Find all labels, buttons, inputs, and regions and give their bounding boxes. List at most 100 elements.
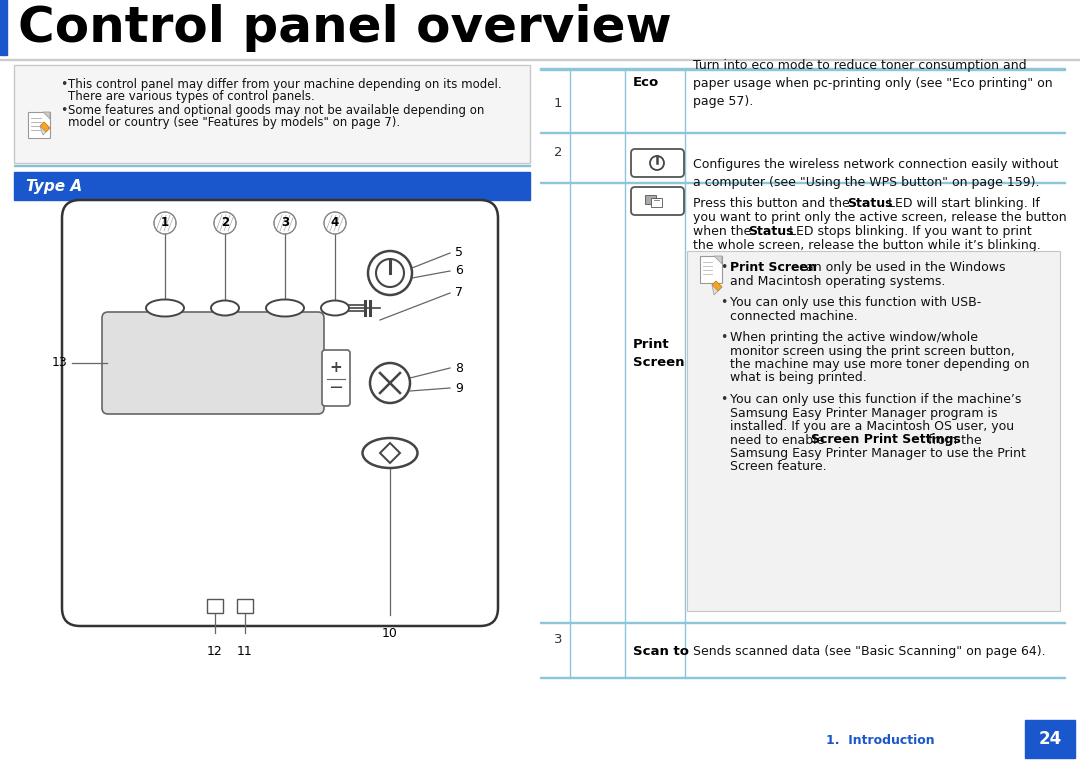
Bar xyxy=(651,198,662,207)
FancyBboxPatch shape xyxy=(102,312,324,414)
Text: There are various types of control panels.: There are various types of control panel… xyxy=(68,90,314,103)
Text: 13: 13 xyxy=(51,356,67,369)
Bar xyxy=(14,65,530,163)
Text: you want to print only the active screen, release the button: you want to print only the active screen… xyxy=(693,211,1067,224)
Text: 2: 2 xyxy=(554,146,563,159)
FancyBboxPatch shape xyxy=(62,200,498,626)
Text: Configures the wireless network connection easily without
a computer (see "Using: Configures the wireless network connecti… xyxy=(693,158,1058,189)
Text: Print
Screen: Print Screen xyxy=(633,337,685,369)
Text: •: • xyxy=(720,393,727,406)
Polygon shape xyxy=(40,126,46,135)
Text: Type A: Type A xyxy=(26,179,82,194)
Text: −: − xyxy=(328,379,343,397)
Bar xyxy=(687,251,1059,611)
Text: 12: 12 xyxy=(207,645,222,658)
Text: model or country (see "Features by models" on page 7).: model or country (see "Features by model… xyxy=(68,116,400,129)
Text: can only be used in the Windows: can only be used in the Windows xyxy=(795,261,1005,274)
Text: Scan to: Scan to xyxy=(633,645,689,658)
Text: Screen Print Settings: Screen Print Settings xyxy=(811,433,961,446)
Text: 3: 3 xyxy=(554,633,563,646)
Ellipse shape xyxy=(321,301,349,315)
Text: •: • xyxy=(720,331,727,344)
Circle shape xyxy=(368,251,411,295)
Bar xyxy=(540,677,1065,678)
Text: when the: when the xyxy=(693,225,755,238)
Bar xyxy=(14,172,530,200)
Text: 8: 8 xyxy=(455,362,463,375)
Bar xyxy=(540,182,1065,183)
Text: •: • xyxy=(720,296,727,309)
Polygon shape xyxy=(40,122,50,132)
Ellipse shape xyxy=(363,438,418,468)
Text: 2: 2 xyxy=(221,217,229,230)
Text: the whole screen, release the button while it’s blinking.: the whole screen, release the button whi… xyxy=(693,239,1041,252)
Text: Eco: Eco xyxy=(633,76,659,89)
Polygon shape xyxy=(43,112,50,119)
Text: You can only use this function with USB-: You can only use this function with USB- xyxy=(730,296,982,309)
Ellipse shape xyxy=(211,301,239,315)
Text: 6: 6 xyxy=(455,265,463,278)
Polygon shape xyxy=(712,285,718,295)
Text: Screen feature.: Screen feature. xyxy=(730,461,826,474)
Circle shape xyxy=(370,363,410,403)
Polygon shape xyxy=(712,281,723,291)
Text: Status: Status xyxy=(847,197,892,210)
Bar xyxy=(540,132,1065,133)
Text: Press this button and the: Press this button and the xyxy=(693,197,854,210)
Text: and Macintosh operating systems.: and Macintosh operating systems. xyxy=(730,275,945,288)
Text: •: • xyxy=(60,78,67,91)
FancyBboxPatch shape xyxy=(631,187,684,215)
Text: Control panel overview: Control panel overview xyxy=(18,4,672,52)
Bar xyxy=(14,165,530,166)
Text: Samsung Easy Printer Manager to use the Print: Samsung Easy Printer Manager to use the … xyxy=(730,447,1026,460)
Ellipse shape xyxy=(266,300,303,317)
Bar xyxy=(237,599,253,613)
Text: When printing the active window/whole: When printing the active window/whole xyxy=(730,331,978,344)
Text: Print Screen: Print Screen xyxy=(730,261,816,274)
Text: from the: from the xyxy=(924,433,982,446)
Text: connected machine.: connected machine. xyxy=(730,310,858,323)
Bar xyxy=(0,59,1080,60)
Bar xyxy=(207,599,222,613)
Text: 10: 10 xyxy=(382,627,397,640)
Text: Some features and optional goods may not be available depending on: Some features and optional goods may not… xyxy=(68,104,484,117)
Text: +: + xyxy=(329,359,342,375)
Text: 5: 5 xyxy=(455,246,463,259)
Text: Turn into eco mode to reduce toner consumption and
paper usage when pc-printing : Turn into eco mode to reduce toner consu… xyxy=(693,59,1053,108)
Bar xyxy=(0,0,6,55)
Text: 1: 1 xyxy=(554,97,563,110)
Circle shape xyxy=(324,212,346,234)
Text: the machine may use more toner depending on: the machine may use more toner depending… xyxy=(730,358,1029,371)
Circle shape xyxy=(154,212,176,234)
Text: 1.  Introduction: 1. Introduction xyxy=(826,735,935,748)
Bar xyxy=(28,112,50,138)
Text: Sends scanned data (see "Basic Scanning" on page 64).: Sends scanned data (see "Basic Scanning"… xyxy=(693,645,1045,658)
Bar xyxy=(540,622,1065,623)
FancyBboxPatch shape xyxy=(631,149,684,177)
Bar xyxy=(540,68,1065,70)
Circle shape xyxy=(214,212,237,234)
Text: LED will start blinking. If: LED will start blinking. If xyxy=(885,197,1040,210)
Text: 9: 9 xyxy=(455,382,463,394)
Text: 4: 4 xyxy=(330,217,339,230)
Bar xyxy=(645,195,656,204)
Text: This control panel may differ from your machine depending on its model.: This control panel may differ from your … xyxy=(68,78,501,91)
Text: installed. If you are a Macintosh OS user, you: installed. If you are a Macintosh OS use… xyxy=(730,420,1014,433)
Text: •: • xyxy=(720,261,727,274)
Bar xyxy=(700,256,723,283)
Text: a: a xyxy=(666,155,672,165)
Text: 3: 3 xyxy=(281,217,289,230)
Text: what is being printed.: what is being printed. xyxy=(730,372,867,385)
Text: monitor screen using the print screen button,: monitor screen using the print screen bu… xyxy=(730,345,1015,358)
Text: need to enable: need to enable xyxy=(730,433,828,446)
Text: 11: 11 xyxy=(238,645,253,658)
Text: You can only use this function if the machine’s: You can only use this function if the ma… xyxy=(730,393,1022,406)
Text: 24: 24 xyxy=(1038,730,1062,748)
Text: LED stops blinking. If you want to print: LED stops blinking. If you want to print xyxy=(785,225,1031,238)
Text: Samsung Easy Printer Manager program is: Samsung Easy Printer Manager program is xyxy=(730,407,998,420)
Text: WPS: WPS xyxy=(633,158,667,171)
Text: •: • xyxy=(60,104,67,117)
Text: Status: Status xyxy=(748,225,794,238)
Polygon shape xyxy=(714,256,723,264)
Text: 7: 7 xyxy=(455,286,463,300)
